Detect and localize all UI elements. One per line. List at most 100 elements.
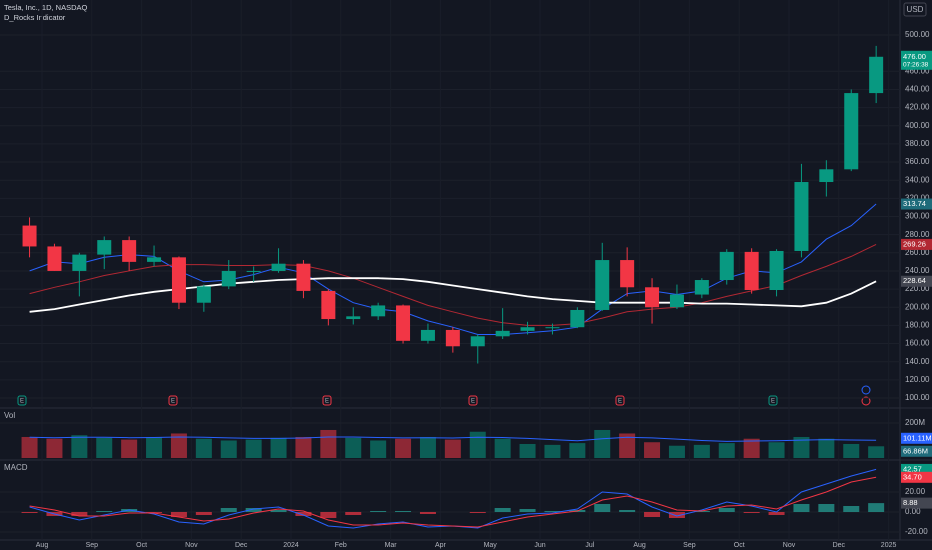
candle-body [221, 270, 236, 287]
candle-body [346, 316, 361, 320]
line [29, 436, 877, 442]
macd-histogram [594, 504, 611, 512]
y-tick-label: 280.00 [905, 230, 930, 239]
earnings-marker [168, 395, 178, 406]
macd-histogram [71, 512, 88, 516]
y-tick-label: 460.00 [905, 66, 930, 75]
volume-ma-badge: 101.11M [903, 433, 932, 442]
flash-icon[interactable] [861, 396, 871, 406]
candle-body [122, 240, 137, 262]
volume-bar [245, 439, 262, 458]
macd-histogram [220, 508, 237, 512]
volume-ma-badge-bg [901, 432, 932, 444]
ma-badge-bg [901, 238, 932, 250]
macd-histogram [21, 512, 38, 513]
x-tick-label: Jun [534, 542, 545, 549]
macd-histogram [793, 504, 810, 512]
line [29, 243, 877, 326]
y-tick-label: 320.00 [905, 193, 930, 202]
candle-body [396, 305, 411, 341]
add-icon[interactable] [861, 385, 871, 395]
macd-histogram [619, 510, 636, 512]
line [29, 277, 877, 313]
candle-body [669, 294, 684, 308]
x-tick-label: Aug [633, 542, 646, 549]
ma-badge: 228.64 [903, 276, 926, 285]
volume-badge: 66.86M [903, 446, 928, 455]
candle-body [445, 329, 460, 347]
histogram-badge: 8.88 [903, 498, 918, 507]
candle-body [769, 250, 784, 291]
macd-histogram [320, 512, 337, 518]
earnings-label: E [20, 399, 24, 405]
y-tick-label: 200.00 [905, 302, 930, 311]
volume-bar [444, 439, 461, 458]
candle-body [321, 290, 336, 320]
volume-bar [544, 444, 561, 458]
x-tick-label: Oct [136, 542, 147, 549]
earnings-marker [468, 395, 478, 406]
macd-histogram [768, 512, 785, 515]
candle-body [22, 225, 37, 247]
y-tick-label: 120.00 [905, 375, 930, 384]
volume-bar [843, 443, 860, 458]
x-tick-label: Feb [335, 542, 347, 549]
volume-bar [619, 433, 636, 458]
candle-body [620, 260, 635, 288]
candle-body [719, 251, 734, 281]
currency[interactable]: USD [907, 5, 924, 14]
x-tick-label: Aug [36, 542, 49, 549]
x-tick-label: May [484, 542, 498, 549]
earnings-label: E [771, 399, 775, 405]
x-tick-label: Nov [783, 542, 796, 549]
macd-histogram [743, 512, 760, 513]
volume-bar [594, 429, 611, 458]
volume-bar [195, 438, 212, 458]
macd-histogram [170, 512, 187, 517]
y-tick-label: 300.00 [905, 212, 930, 221]
macd-histogram [644, 512, 661, 517]
x-tick-label: Sep [86, 542, 99, 549]
macd-histogram [494, 508, 511, 512]
candle-body [246, 270, 261, 272]
macd-badge: 42.57 [903, 464, 922, 473]
candle-body [171, 257, 186, 303]
macd-histogram [469, 512, 486, 513]
macd-histogram [345, 512, 362, 515]
y-tick-label: 260.00 [905, 248, 930, 257]
volume-bar [220, 440, 237, 458]
line [29, 203, 877, 335]
macd-histogram [245, 508, 262, 512]
macd-badge-bg [901, 463, 932, 475]
earnings-marker [768, 395, 778, 406]
volume-bar [693, 444, 710, 458]
earnings-label: E [618, 399, 622, 405]
macd-histogram [419, 512, 436, 514]
volume-bar [320, 429, 337, 458]
macd-histogram [295, 512, 312, 516]
macd-histogram [270, 510, 287, 512]
x-tick-label: Dec [235, 542, 248, 549]
earnings-marker [615, 395, 625, 406]
volume-bar [370, 440, 387, 458]
volume-bar [569, 443, 586, 458]
volume-bar [146, 436, 163, 458]
volume-bar [419, 436, 436, 458]
currency-box[interactable] [903, 2, 927, 17]
candle-body [819, 169, 834, 183]
ma-badge-bg [901, 275, 932, 287]
y-tick-label: 0.00 [905, 507, 921, 516]
x-tick-label: Mar [385, 542, 398, 549]
y-tick-label: 180.00 [905, 321, 930, 330]
pane-title: Vol [4, 411, 15, 420]
price-badge: 476.00 [903, 52, 926, 61]
macd-histogram [370, 511, 387, 512]
y-tick-label: 340.00 [905, 175, 930, 184]
x-tick-label: Apr [435, 542, 447, 549]
pane-title: MACD [4, 463, 28, 472]
earnings-label: E [325, 399, 329, 405]
x-tick-label: Jul [585, 542, 594, 549]
candle-body [844, 93, 859, 170]
volume-bar [121, 439, 138, 458]
candle-body [72, 254, 87, 271]
